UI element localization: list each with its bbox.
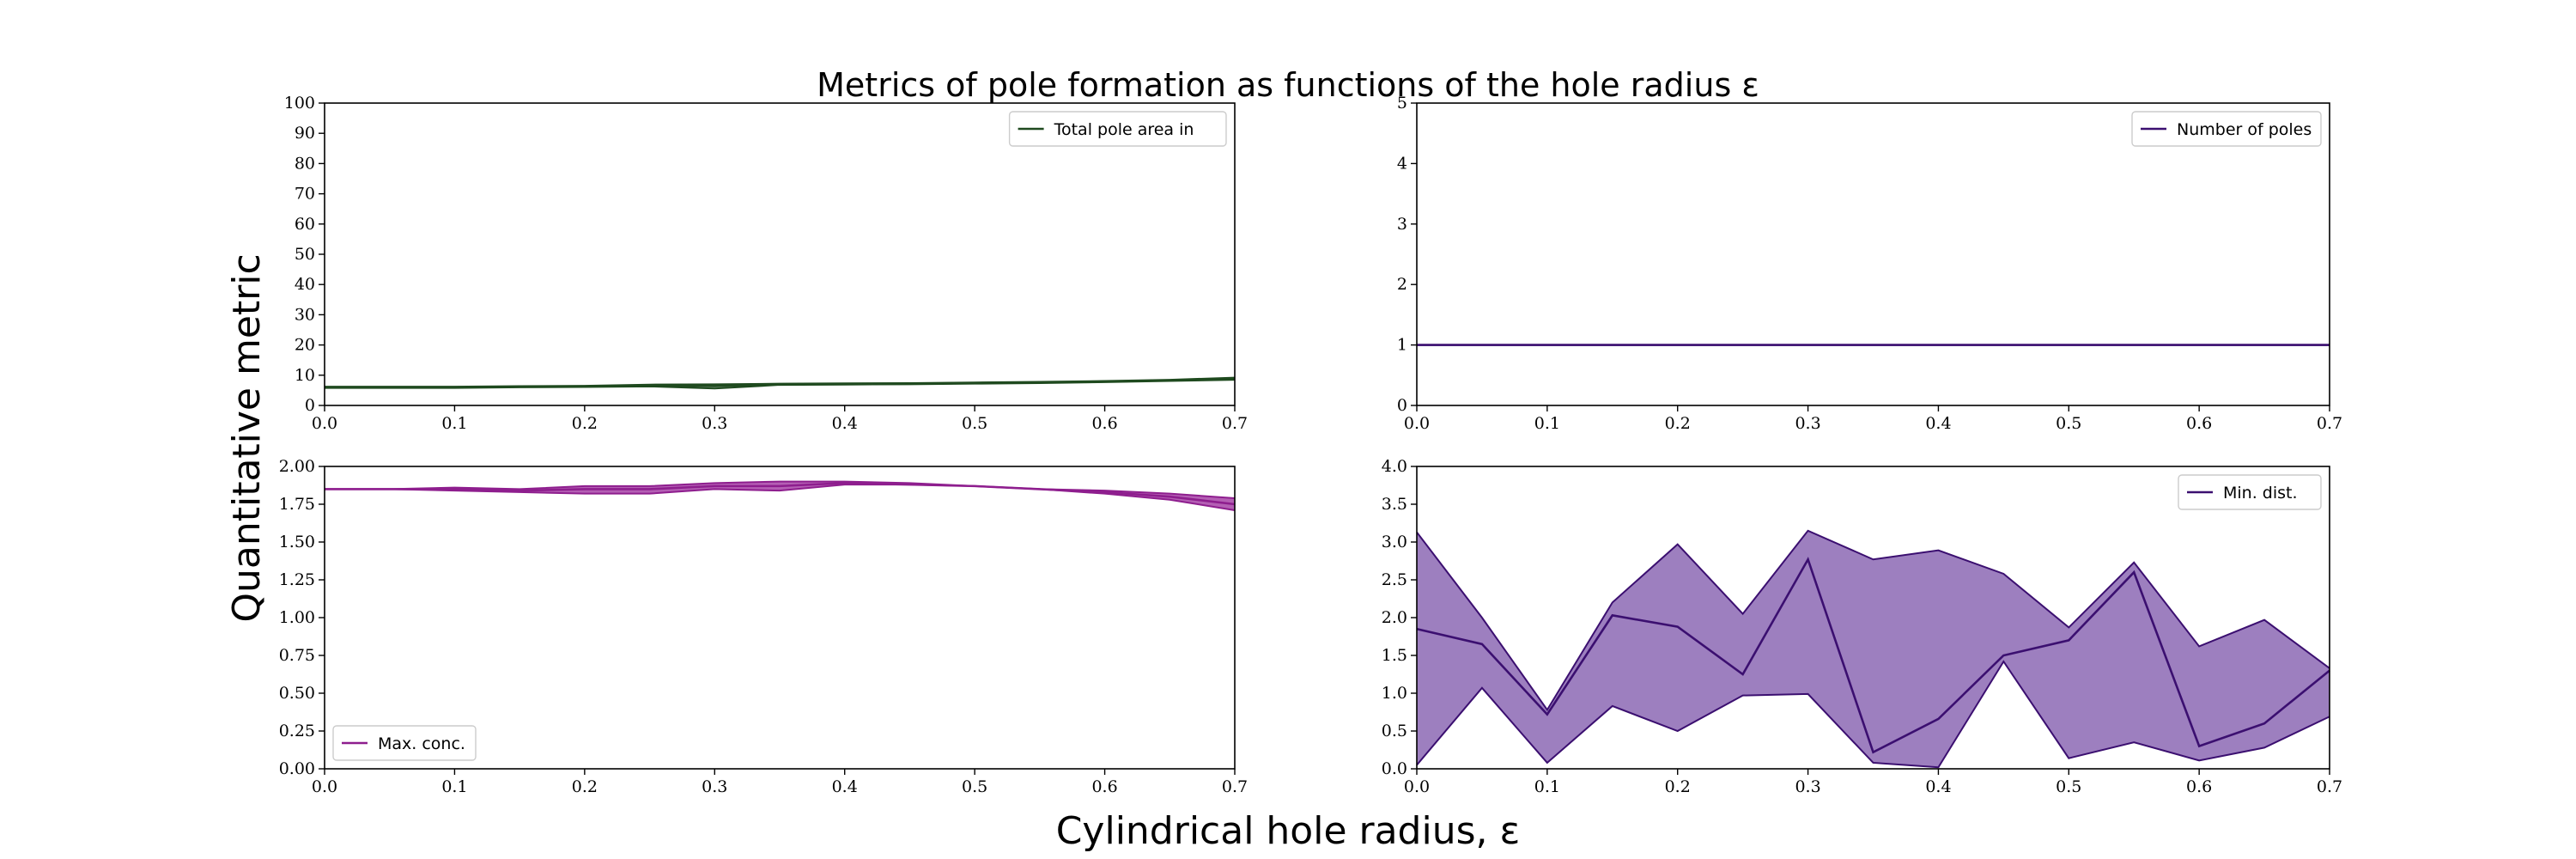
x-tick-label: 0.0 <box>312 777 337 796</box>
x-tick-label: 0.5 <box>962 414 987 433</box>
y-tick-label: 100 <box>284 94 315 113</box>
x-tick-label: 0.3 <box>1795 777 1820 796</box>
x-tick-label: 0.2 <box>572 414 598 433</box>
y-tick-label: 3.0 <box>1382 533 1407 551</box>
y-tick-label: 20 <box>295 336 315 355</box>
x-tick-label: 0.6 <box>2186 777 2212 796</box>
series-mean-line <box>1416 557 2330 754</box>
x-tick-label: 0.4 <box>832 414 858 433</box>
y-tick-label: 3.5 <box>1382 495 1407 514</box>
y-tick-label: 1.0 <box>1382 684 1407 703</box>
y-tick-label: 2.00 <box>279 457 315 476</box>
x-tick-label: 0.4 <box>1925 414 1951 433</box>
y-tick-label: 0 <box>305 396 315 415</box>
y-tick-label: 1.75 <box>279 495 315 514</box>
x-tick-label: 0.4 <box>1925 777 1951 796</box>
x-tick-label: 0.3 <box>702 414 727 433</box>
y-tick-label: 3 <box>1397 215 1407 234</box>
x-tick-label: 0.7 <box>2317 777 2342 796</box>
y-tick-label: 0.75 <box>279 646 315 665</box>
axes-frame <box>324 466 1236 770</box>
x-tick-label: 0.7 <box>1222 777 1248 796</box>
y-tick-label: 1.25 <box>279 570 315 589</box>
x-tick-label: 0.1 <box>441 777 467 796</box>
legend-label: Max. conc. <box>378 734 465 753</box>
y-tick-label: 4.0 <box>1382 457 1407 476</box>
series-mean-line <box>325 377 1236 389</box>
legend-label: Min. dist. <box>2223 484 2298 503</box>
y-tick-label: 60 <box>295 215 315 234</box>
x-tick-label: 0.2 <box>1665 414 1691 433</box>
y-tick-label: 1.50 <box>279 533 315 551</box>
axes-frame <box>1416 102 2330 406</box>
y-tick-label: 2.0 <box>1382 608 1407 627</box>
y-tick-label: 80 <box>295 154 315 173</box>
y-tick-label: 5 <box>1397 94 1407 113</box>
y-axis-label: Quantitative metric <box>225 253 269 622</box>
axes-frame <box>324 102 1236 406</box>
series-upper-line <box>1416 529 2330 712</box>
y-tick-label: 40 <box>295 275 315 294</box>
legend-label: Total pole area in <box>1054 120 1194 139</box>
y-tick-label: 90 <box>295 124 315 143</box>
y-tick-label: 10 <box>295 366 315 385</box>
y-tick-label: 1.5 <box>1382 646 1407 665</box>
x-tick-label: 0.2 <box>1665 777 1691 796</box>
x-tick-label: 0.1 <box>441 414 467 433</box>
y-tick-label: 0.25 <box>279 722 315 740</box>
panel-min-distance: 0.0 0.1 0.2 0.3 0.4 0.5 0.6 0.7 0.0 0.5 1.0 1.5 2.0 2… <box>1382 457 2342 796</box>
legend-box <box>332 725 477 761</box>
x-tick-label: 0.2 <box>572 777 598 796</box>
y-tick-label: 30 <box>295 305 315 324</box>
y-tick-label: 0.00 <box>279 759 315 778</box>
y-tick-label: 70 <box>295 185 315 204</box>
panel-total-pole-area: 0.0 0.1 0.2 0.3 0.4 0.5 0.6 0.7 0 10 20 30 40 50 60 70 8… <box>284 94 1248 433</box>
x-tick-label: 0.0 <box>1404 414 1430 433</box>
y-tick-label: 0.5 <box>1382 722 1407 740</box>
legend-box <box>2178 474 2322 510</box>
series-mean-line <box>325 482 1236 506</box>
x-tick-label: 0.7 <box>2317 414 2342 433</box>
x-tick-label: 0.6 <box>1091 414 1117 433</box>
x-tick-label: 0.5 <box>2056 777 2081 796</box>
x-tick-label: 0.3 <box>702 777 727 796</box>
x-tick-label: 0.4 <box>832 777 858 796</box>
x-axis-label: Cylindrical hole radius, ε <box>1056 809 1521 853</box>
series-lower-line <box>1416 660 2330 769</box>
y-tick-label: 2 <box>1397 275 1407 294</box>
x-tick-label: 0.3 <box>1795 414 1820 433</box>
legend-box <box>1008 111 1227 147</box>
x-tick-label: 0.0 <box>312 414 337 433</box>
legend-label: Number of poles <box>2177 120 2312 139</box>
x-tick-label: 0.6 <box>2186 414 2212 433</box>
x-tick-label: 0.5 <box>2056 414 2081 433</box>
y-tick-label: 1.00 <box>279 608 315 627</box>
panel-number-of-poles: 0.0 0.1 0.2 0.3 0.4 0.5 0.6 0.7 0 1 2 3 4 5 Number of … <box>1397 94 2342 433</box>
figure-title: Metrics of pole formation as functions o… <box>817 66 1759 104</box>
x-tick-label: 0.1 <box>1534 414 1560 433</box>
panel-max-concentration: 0.0 0.1 0.2 0.3 0.4 0.5 0.6 0.7 0.00 0.25 0.50 0.75… <box>279 457 1248 796</box>
y-tick-label: 0.50 <box>279 684 315 703</box>
y-tick-label: 50 <box>295 245 315 264</box>
y-tick-label: 1 <box>1397 336 1407 355</box>
x-tick-label: 0.1 <box>1534 777 1560 796</box>
y-tick-label: 2.5 <box>1382 570 1407 589</box>
x-tick-label: 0.7 <box>1222 414 1248 433</box>
x-tick-label: 0.0 <box>1404 777 1430 796</box>
y-tick-label: 4 <box>1397 154 1407 173</box>
legend-box <box>2131 111 2322 147</box>
x-tick-label: 0.6 <box>1091 777 1117 796</box>
x-tick-label: 0.5 <box>962 777 987 796</box>
confidence-band <box>325 481 1235 511</box>
y-tick-label: 0 <box>1397 396 1407 415</box>
confidence-band <box>1417 530 2330 768</box>
y-tick-label: 0.0 <box>1382 759 1407 778</box>
